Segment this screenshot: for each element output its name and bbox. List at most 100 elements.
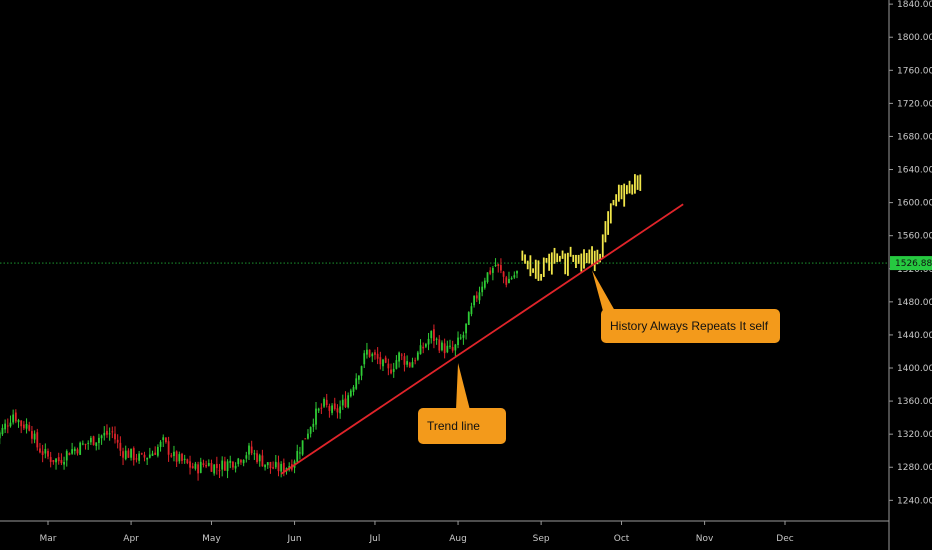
y-tick-label: 1240.00 (897, 496, 932, 506)
candle-body (151, 453, 154, 456)
candle-body (87, 442, 90, 444)
candle-body (65, 451, 68, 461)
candle-body (140, 453, 143, 455)
candle-body (449, 345, 451, 347)
candle-body (505, 277, 508, 285)
candle-body (186, 459, 189, 464)
candle-body (240, 460, 242, 463)
candle-body (459, 337, 462, 339)
candle-body (304, 438, 307, 440)
candle-body (510, 278, 513, 280)
x-tick-label: Apr (123, 534, 139, 544)
candle-body (106, 430, 108, 435)
candle-body (25, 423, 28, 429)
candle-body (403, 356, 406, 365)
candle-body (473, 295, 476, 306)
candle-body (100, 435, 103, 439)
candle-body (491, 268, 494, 273)
candle-body (486, 272, 489, 283)
candle-body (382, 359, 384, 367)
candle-body (347, 395, 350, 408)
candle-body (315, 408, 317, 425)
candle-body (299, 452, 301, 454)
candle-body (60, 459, 63, 464)
annotations: Trend line History Always Repeats It self (418, 270, 780, 444)
candle-body (17, 420, 20, 423)
candle-body (250, 446, 253, 454)
candle-body (20, 420, 23, 427)
candle-body (435, 338, 438, 340)
callout-box (601, 309, 780, 343)
candle-body (49, 457, 52, 462)
candle-body (374, 352, 376, 355)
candle-body (344, 398, 347, 408)
candle-body (508, 278, 510, 284)
candle-body (223, 461, 226, 471)
candle-body (357, 375, 360, 380)
candle-body (189, 461, 191, 468)
x-tick-label: Nov (696, 534, 714, 544)
candle-body (0, 432, 1, 439)
candle-body (84, 443, 87, 445)
candle-body (430, 331, 433, 339)
x-tick-label: Jul (369, 534, 381, 544)
y-tick-label: 1440.00 (897, 331, 932, 341)
candles (0, 258, 518, 481)
candle-body (73, 448, 76, 452)
candle-body (323, 399, 325, 407)
candle-body (355, 378, 358, 389)
candle-body (414, 360, 417, 362)
candle-body (95, 442, 98, 446)
candle-body (237, 458, 240, 465)
candle-body (481, 286, 484, 293)
candle-body (317, 408, 320, 411)
candle-body (395, 360, 398, 369)
candle-body (376, 353, 379, 359)
candle-body (122, 451, 124, 458)
candle-body (111, 431, 114, 433)
candle-body (392, 368, 395, 372)
candle-body (325, 399, 328, 405)
candle-body (258, 455, 261, 462)
candle-body (1, 427, 4, 435)
candle-body (194, 463, 197, 469)
candle-body (138, 453, 141, 461)
candle-body (159, 441, 162, 447)
candle-body (178, 454, 181, 462)
candle-body (229, 460, 232, 463)
candle-body (202, 463, 205, 466)
current-price-label: 1526.88 (895, 259, 932, 269)
candle-body (47, 450, 49, 457)
candle-body (124, 450, 127, 460)
candle-body (4, 423, 7, 430)
candle-body (199, 461, 202, 473)
y-tick-label: 1280.00 (897, 463, 932, 473)
x-tick-label: Mar (40, 534, 57, 544)
candle-body (41, 451, 44, 455)
candle-body (39, 448, 41, 453)
candle-body (218, 470, 221, 472)
candle-body (264, 464, 266, 468)
candle-body (103, 432, 106, 436)
candle-body (215, 463, 218, 469)
candle-body (497, 264, 500, 266)
candle-body (173, 451, 175, 457)
candle-body (127, 450, 130, 458)
candle-body (81, 443, 84, 445)
y-tick-label: 1480.00 (897, 298, 932, 308)
candle-body (92, 436, 95, 446)
candle-body (213, 464, 216, 474)
y-tick-label: 1640.00 (897, 166, 932, 176)
x-tick-label: Dec (776, 534, 793, 544)
y-tick-label: 1760.00 (897, 66, 932, 76)
candle-body (398, 352, 400, 362)
candle-body (183, 458, 186, 460)
candle-body (424, 344, 427, 347)
candle-body (320, 407, 323, 409)
candle-body (400, 354, 403, 356)
candle-body (467, 312, 470, 325)
candle-body (296, 451, 299, 462)
trendline (280, 203, 684, 475)
candle-body (52, 460, 55, 463)
